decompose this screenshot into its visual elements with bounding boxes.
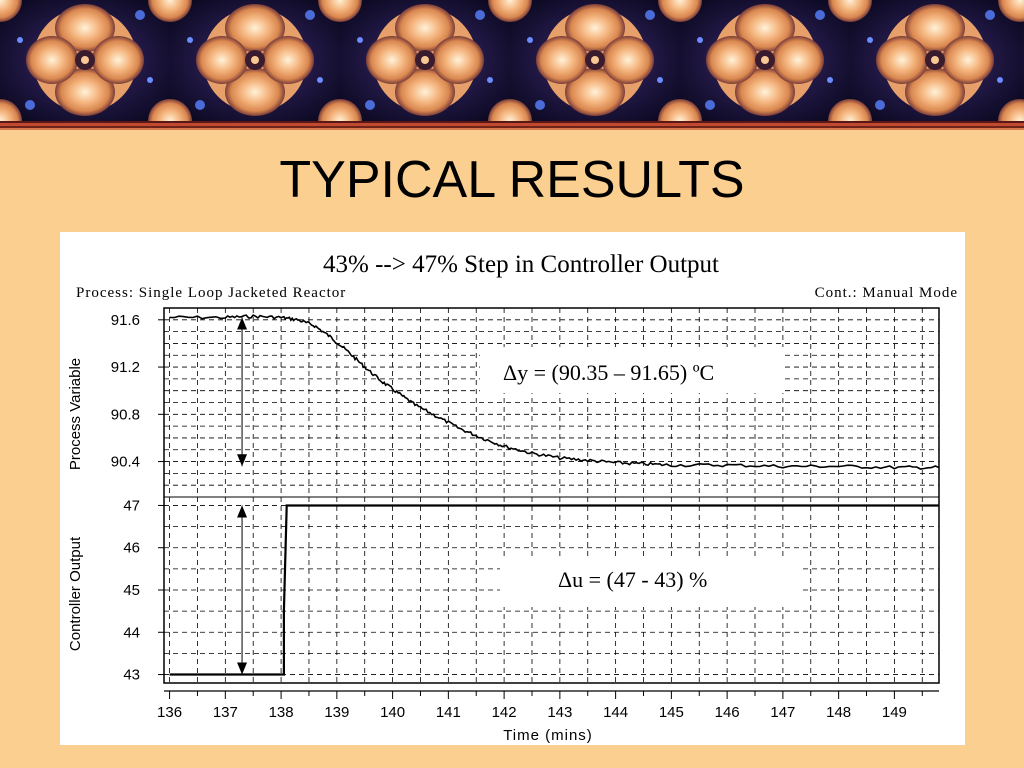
x-tick-label: 143 — [547, 704, 572, 721]
delta-u-annotation: Δu = (47 - 43) % — [558, 567, 707, 592]
chart-tick-labels: 136 137 138 139 140 141 142 143 144 145 146 147 148 1… — [111, 312, 907, 721]
delta-arrows — [237, 317, 248, 675]
x-tick-label: 141 — [436, 704, 461, 721]
x-tick-label: 142 — [492, 704, 517, 721]
y-tick-label: 45 — [123, 582, 140, 599]
delta-y-arrow-head-bottom — [237, 454, 248, 467]
x-tick-label: 137 — [213, 704, 238, 721]
x-tick-label: 138 — [269, 704, 294, 721]
y-axis-label-process-variable: Process Variable — [67, 358, 84, 470]
x-tick-label: 140 — [380, 704, 405, 721]
y-tick-label: 91.2 — [111, 359, 140, 376]
delta-u-arrow-head-bottom — [237, 662, 248, 675]
y-tick-label: 91.6 — [111, 312, 140, 329]
y-tick-label: 47 — [123, 497, 140, 514]
slide-title: TYPICAL RESULTS — [279, 151, 745, 209]
x-tick-label: 144 — [603, 704, 628, 721]
x-tick-label: 136 — [157, 704, 182, 721]
delta-y-annotation: Δy = (90.35 – 91.65) ºC — [503, 360, 714, 385]
banner-divider — [0, 121, 1024, 133]
x-tick-label: 148 — [826, 704, 851, 721]
delta-u-arrow-head-top — [237, 505, 248, 518]
x-axis-label: Time (mins) — [503, 727, 593, 744]
chart-subtitle-left: Process: Single Loop Jacketed Reactor — [76, 285, 346, 301]
x-tick-label: 149 — [882, 704, 907, 721]
chart-axes — [158, 307, 940, 699]
delta-y-label-box — [480, 347, 785, 393]
y-tick-label: 46 — [123, 540, 140, 557]
chart-series — [169, 314, 940, 676]
x-tick-label: 145 — [659, 704, 684, 721]
delta-u-label-box — [500, 557, 800, 607]
chart-panel: 43% --> 47% Step in Controller Output Pr… — [60, 232, 965, 745]
y-tick-label: 43 — [123, 667, 140, 684]
delta-y-arrow-head-top — [237, 317, 248, 330]
process-variable-line — [169, 314, 940, 470]
chart-title: 43% --> 47% Step in Controller Output — [323, 251, 719, 278]
x-tick-label: 146 — [715, 704, 740, 721]
y-axis-label-controller-output: Controller Output — [67, 536, 84, 651]
y-tick-label: 90.4 — [111, 454, 140, 471]
plot-frame — [163, 307, 940, 684]
x-tick-label: 147 — [770, 704, 795, 721]
y-tick-label: 44 — [123, 624, 140, 641]
x-tick-label: 139 — [324, 704, 349, 721]
step-response-chart: 43% --> 47% Step in Controller Output Pr… — [67, 251, 958, 744]
fractal-banner-image — [0, 0, 1024, 121]
y-tick-label: 90.8 — [111, 406, 140, 423]
chart-subtitle-right: Cont.: Manual Mode — [815, 285, 958, 301]
controller-output-line — [169, 504, 939, 676]
